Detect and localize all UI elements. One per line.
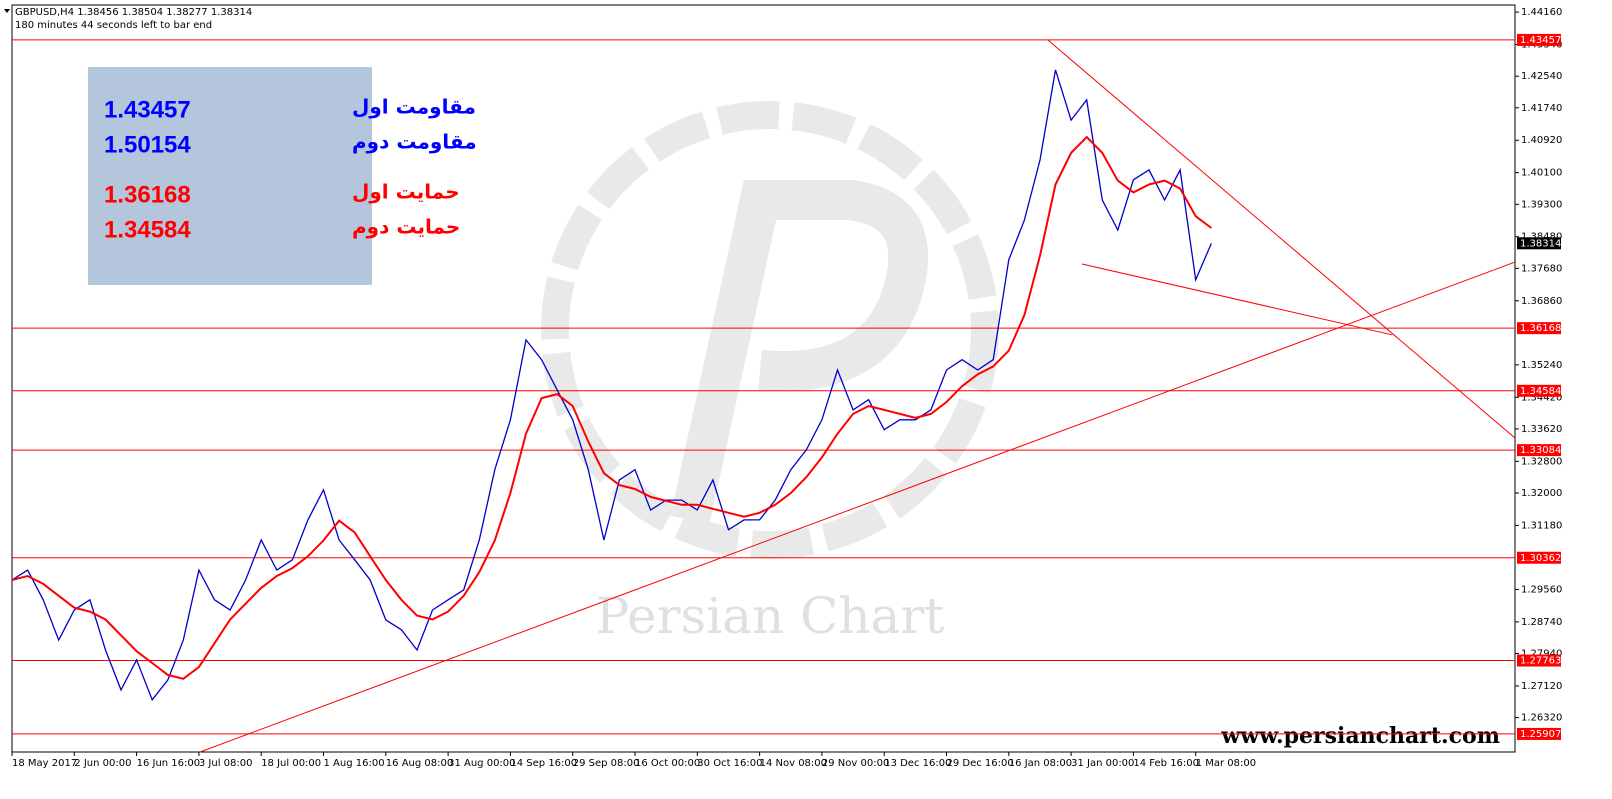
y-tick-label: 1.38480: [1521, 232, 1562, 243]
current-price-label: 1.38314: [1520, 238, 1561, 249]
level-label: 1.30362: [1520, 553, 1561, 564]
level-label: 1.43457: [1520, 35, 1561, 46]
x-tick-label: 18 Jul 00:00: [261, 758, 321, 769]
x-tick-label: 16 Jun 16:00: [137, 758, 201, 769]
chart-title: GBPUSD,H4 1.38456 1.38504 1.38277 1.3831…: [15, 7, 252, 18]
level-label-box: [1517, 551, 1561, 564]
y-tick-label: 1.32800: [1521, 456, 1562, 467]
level-label-box: [1517, 727, 1561, 740]
price-line: [11, 135, 1212, 680]
y-tick-label: 1.42540: [1521, 71, 1562, 82]
chart-subtitle: 180 minutes 44 seconds left to bar end: [15, 20, 212, 31]
x-tick-label: 14 Nov 08:00: [760, 758, 827, 769]
x-tick-label: 30 Oct 16:00: [697, 758, 762, 769]
watermark: Persian Chart: [596, 587, 945, 645]
y-tick-label: 1.29560: [1521, 584, 1562, 595]
level-value: 1.43457: [104, 96, 191, 123]
level-name: مقاومت دوم: [352, 130, 477, 154]
x-tick-label: 13 Dec 16:00: [884, 758, 951, 769]
level-name: مقاومت اول: [352, 95, 476, 119]
level-name: حمایت اول: [352, 180, 460, 204]
x-tick-label: 31 Jan 00:00: [1071, 758, 1134, 769]
level-label-box: [1517, 384, 1561, 397]
level-label: 1.36168: [1520, 323, 1561, 334]
trend-line: [1047, 39, 1516, 439]
y-tick-label: 1.41740: [1521, 103, 1562, 114]
y-tick-label: 1.36860: [1521, 296, 1562, 307]
level-label: 1.27763: [1520, 656, 1561, 667]
y-tick-label: 1.31180: [1521, 520, 1562, 531]
level-value: 1.50154: [104, 131, 191, 158]
level-label-box: [1517, 322, 1561, 335]
plot-frame: [11, 4, 1516, 753]
trend-line: [199, 261, 1516, 753]
x-tick-label: 14 Feb 16:00: [1133, 758, 1199, 769]
y-tick-label: 1.27120: [1521, 681, 1562, 692]
level-value: 1.34584: [104, 216, 191, 243]
annotation-box: [88, 67, 372, 285]
x-tick-label: 16 Aug 08:00: [386, 758, 453, 769]
y-tick-label: 1.32000: [1521, 488, 1562, 499]
y-tick-label: 1.40920: [1521, 135, 1562, 146]
x-tick-label: 2 Jun 00:00: [74, 758, 131, 769]
y-tick-label: 1.34420: [1521, 392, 1562, 403]
level-value: 1.36168: [104, 181, 191, 208]
footer-url: www.persianchart.com: [1220, 723, 1500, 749]
level-label-box: [1517, 654, 1561, 667]
level-label: 1.33084: [1520, 445, 1561, 456]
x-tick-label: 14 Sep 16:00: [510, 758, 577, 769]
current-price-box: [1517, 237, 1561, 250]
x-tick-label: 16 Jan 08:00: [1009, 758, 1072, 769]
y-tick-label: 1.37680: [1521, 263, 1562, 274]
y-tick-label: 1.28740: [1521, 617, 1562, 628]
price-line: [11, 69, 1212, 702]
logo-watermark: [541, 101, 999, 559]
y-tick-label: 1.26320: [1521, 713, 1562, 724]
menu-arrow: [4, 9, 10, 13]
level-name: حمایت دوم: [352, 215, 460, 239]
x-tick-label: 29 Dec 16:00: [947, 758, 1014, 769]
x-tick-label: 29 Sep 08:00: [573, 758, 640, 769]
x-tick-label: 3 Jul 08:00: [199, 758, 253, 769]
level-label: 1.25907: [1520, 729, 1561, 740]
y-tick-label: 1.27940: [1521, 649, 1562, 660]
y-tick-label: 1.39300: [1521, 199, 1562, 210]
x-tick-label: 16 Oct 00:00: [635, 758, 700, 769]
level-label: 1.34584: [1520, 386, 1561, 397]
level-label-box: [1517, 444, 1561, 457]
x-tick-label: 1 Mar 08:00: [1196, 758, 1256, 769]
trend-line: [1081, 263, 1393, 336]
x-tick-label: 29 Nov 00:00: [822, 758, 889, 769]
y-tick-label: 1.44160: [1521, 7, 1562, 18]
y-tick-label: 1.33620: [1521, 424, 1562, 435]
y-tick-label: 1.40100: [1521, 168, 1562, 179]
x-tick-label: 1 Aug 16:00: [324, 758, 385, 769]
y-tick-label: 1.35240: [1521, 360, 1562, 371]
x-tick-label: 31 Aug 00:00: [448, 758, 515, 769]
x-tick-label: 18 May 2017: [12, 758, 77, 769]
level-label-box: [1517, 33, 1561, 46]
